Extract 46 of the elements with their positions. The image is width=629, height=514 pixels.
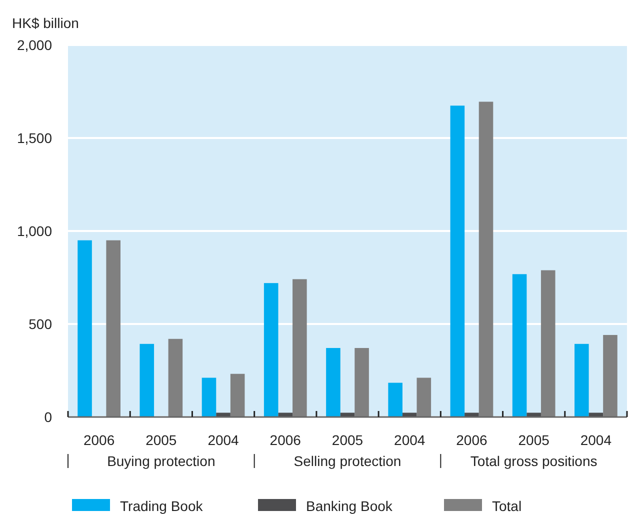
y-tick-label: 1,500	[16, 130, 52, 146]
bar	[540, 270, 556, 417]
bar	[168, 338, 183, 417]
y-tick-label: 500	[28, 316, 52, 332]
legend-label: Total	[492, 498, 522, 514]
bar	[78, 240, 92, 417]
x-tick-label: 2004	[208, 432, 240, 448]
bar	[402, 412, 417, 417]
x-tick-label: 2004	[580, 432, 612, 448]
y-tick-label: 0	[44, 409, 52, 425]
bar	[230, 374, 245, 417]
bar	[416, 378, 432, 417]
bar	[202, 378, 216, 417]
bar	[326, 348, 340, 417]
bar	[603, 334, 618, 417]
bar	[450, 106, 465, 417]
bar	[140, 344, 154, 417]
bar	[340, 412, 355, 417]
y-axis-title: HK$ billion	[12, 15, 79, 31]
legend-label: Banking Book	[306, 498, 394, 514]
bar	[354, 348, 369, 417]
bar	[526, 412, 541, 417]
bar	[574, 344, 589, 417]
y-tick-label: 1,000	[16, 223, 52, 239]
bar	[106, 240, 120, 417]
x-tick-label: 2006	[83, 432, 115, 448]
bar	[588, 412, 604, 417]
bar	[478, 102, 494, 417]
bar	[278, 412, 293, 417]
bar	[388, 382, 402, 417]
text: Selling protection	[294, 453, 402, 469]
x-tick-label: 2005	[518, 432, 550, 448]
x-tick-label: 2004	[394, 432, 426, 448]
legend-label: Trading Book	[120, 498, 204, 514]
bar	[216, 412, 230, 417]
bar	[292, 279, 307, 417]
x-tick-label: 2005	[146, 432, 177, 448]
x-tick-label: 2006	[270, 432, 302, 448]
text: Buying protection	[107, 453, 216, 469]
bar	[264, 283, 278, 417]
bar	[512, 274, 527, 417]
x-tick-label: 2006	[456, 432, 488, 448]
bar	[464, 412, 479, 417]
y-tick-label: 2,000	[16, 37, 52, 53]
x-tick-label: 2005	[332, 432, 364, 448]
text: Total gross positions	[470, 453, 598, 469]
